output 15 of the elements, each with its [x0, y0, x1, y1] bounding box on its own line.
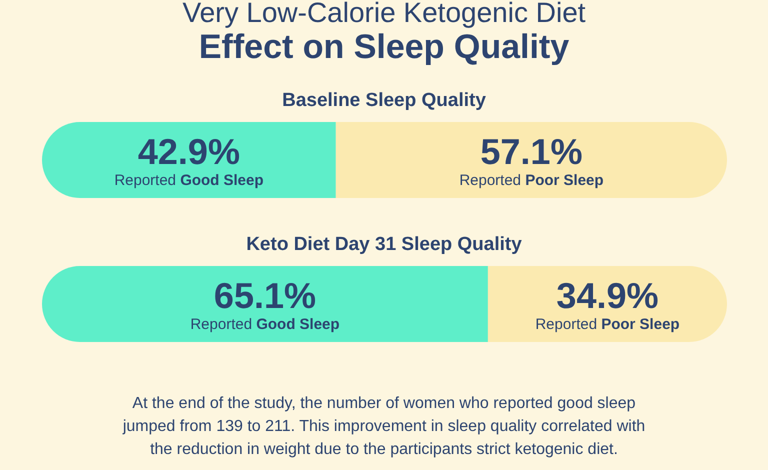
- text: Very Low-Calorie Ketogenic Diet: [182, 0, 586, 28]
- series-label: Reported Poor Sleep: [535, 316, 680, 333]
- data-label: 34.9%: [556, 275, 659, 316]
- series-label: Reported Good Sleep: [190, 316, 340, 333]
- data-label: 57.1%: [480, 131, 582, 172]
- text: At the end of the study, the number of women who reported good sleep: [132, 395, 636, 412]
- text: Effect on Sleep Quality: [198, 28, 570, 66]
- text: jumped from 139 to 211. This improvement in sleep quality correlated with: [122, 418, 646, 435]
- series-label: Reported Good Sleep: [114, 172, 264, 189]
- data-label: 65.1%: [214, 275, 316, 316]
- chart-title: Keto Diet Day 31 Sleep Quality: [246, 234, 522, 255]
- series-label: Reported Poor Sleep: [459, 172, 604, 189]
- data-label: 42.9%: [138, 131, 240, 172]
- text: the reduction in weight due to the participants strict ketogenic diet.: [150, 441, 618, 458]
- chart-title: Baseline Sleep Quality: [282, 90, 486, 111]
